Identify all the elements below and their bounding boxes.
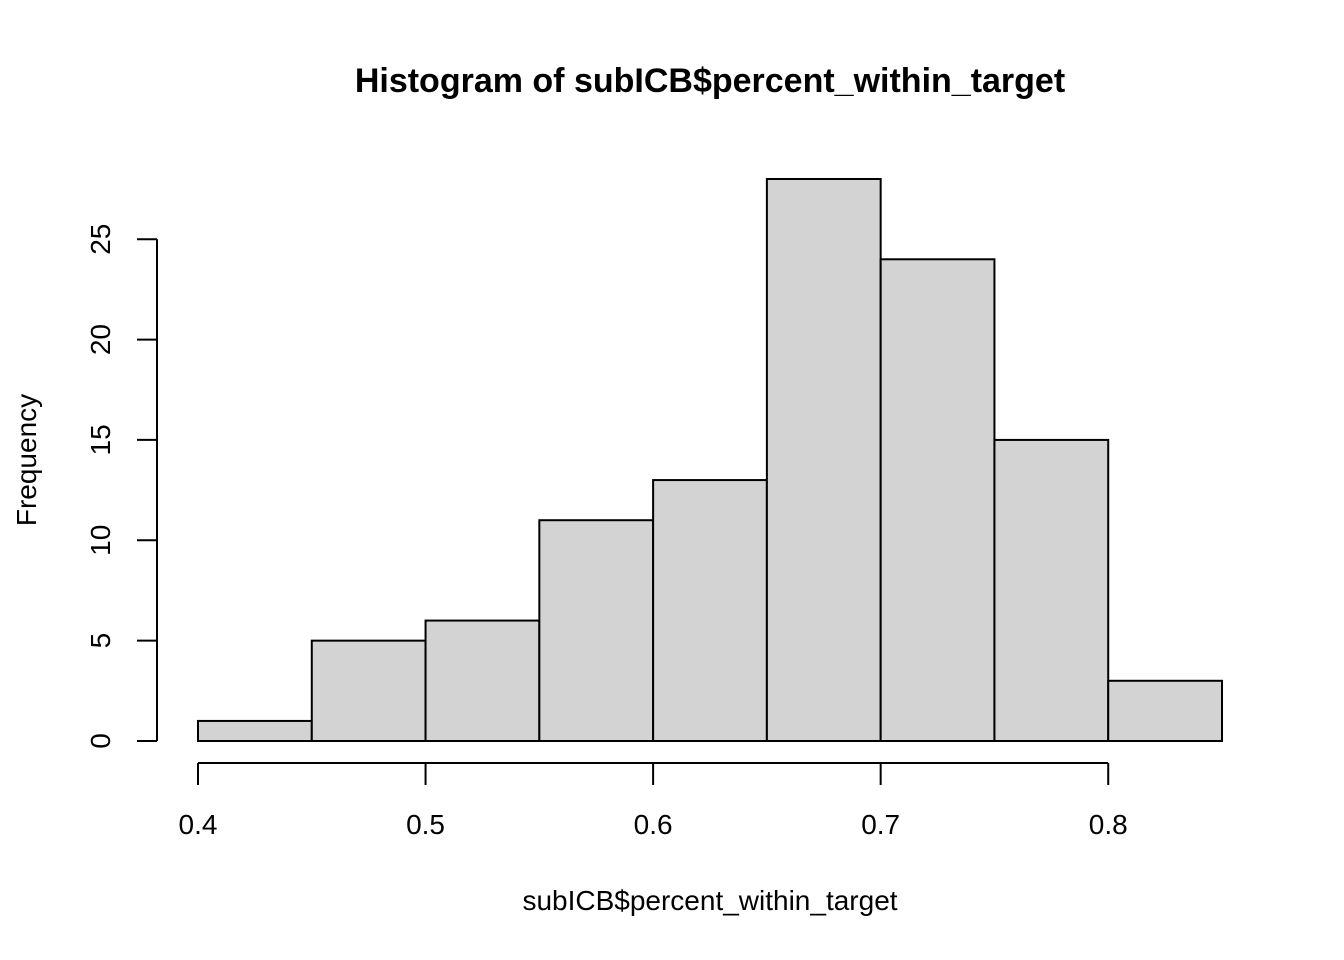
histogram-bar-5 [765, 178, 882, 742]
x-tick-label-0: 0.4 [179, 809, 218, 840]
y-axis: 0 5 10 15 20 25 [85, 224, 158, 749]
histogram-bar-0 [197, 719, 313, 743]
x-tick-label-4: 0.8 [1089, 809, 1128, 840]
histogram-bar-7 [993, 438, 1110, 742]
y-tick-label-4: 20 [85, 324, 116, 355]
histogram-bar-1 [310, 639, 427, 743]
bars-group [197, 178, 1223, 743]
x-tick-label-2: 0.6 [634, 809, 673, 840]
histogram-bar-6 [879, 258, 996, 742]
x-tick-label-1: 0.5 [406, 809, 445, 840]
chart-title: Histogram of subICB$percent_within_targe… [355, 62, 1065, 100]
y-tick-label-3: 15 [85, 424, 116, 455]
histogram-bar-2 [424, 619, 541, 742]
histogram-bar-3 [538, 519, 655, 743]
x-axis-label: subICB$percent_within_target [522, 885, 897, 916]
x-axis: 0.4 0.5 0.6 0.7 0.8 [179, 762, 1128, 840]
histogram-bar-4 [652, 479, 768, 742]
y-axis-label: Frequency [11, 394, 42, 526]
y-tick-label-1: 5 [85, 633, 116, 649]
y-tick-label-2: 10 [85, 525, 116, 556]
histogram-bar-8 [1107, 679, 1223, 742]
x-tick-label-3: 0.7 [861, 809, 900, 840]
y-tick-label-5: 25 [85, 224, 116, 255]
y-tick-label-0: 0 [85, 733, 116, 749]
